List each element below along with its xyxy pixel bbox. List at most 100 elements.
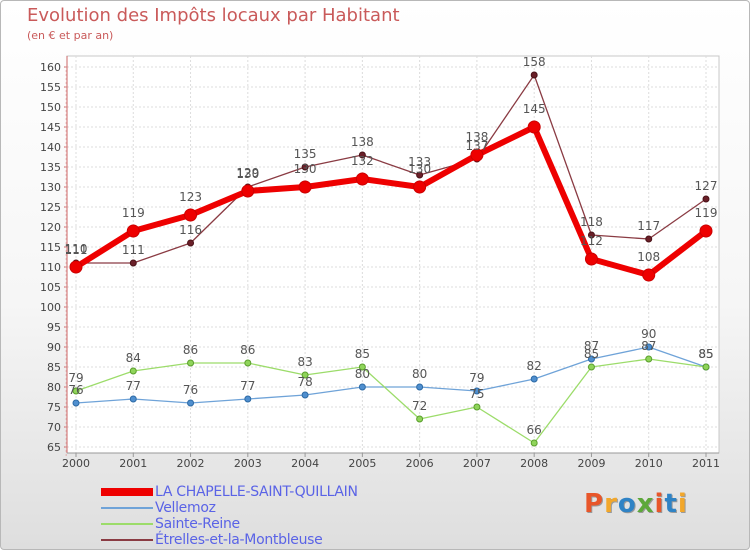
series-line <box>75 358 707 444</box>
data-label: 111 <box>65 243 88 257</box>
x-tick-label: 2002 <box>177 457 205 470</box>
data-label: 84 <box>126 351 141 365</box>
data-point <box>301 391 309 399</box>
legend-swatch <box>101 507 153 509</box>
data-point <box>587 355 595 363</box>
chart-title: Evolution des Impôts locaux par Habitant <box>27 5 400 26</box>
data-point <box>416 171 424 179</box>
data-label: 86 <box>183 343 198 357</box>
data-point <box>584 252 598 266</box>
data-label: 130 <box>294 162 317 176</box>
data-point <box>358 151 366 159</box>
data-label: 112 <box>580 234 603 248</box>
data-label: 90 <box>641 327 656 341</box>
y-tick-label: 70 <box>47 421 61 434</box>
logo-letter: i <box>677 489 688 519</box>
plot-area <box>66 55 720 454</box>
y-tick-label: 120 <box>40 221 61 234</box>
y-tick-label: 160 <box>40 61 61 74</box>
y-tick-label: 150 <box>40 101 61 114</box>
data-point <box>473 387 481 395</box>
y-tick-label: 100 <box>40 301 61 314</box>
y-tick-label: 90 <box>47 341 61 354</box>
data-label: 85 <box>698 347 713 361</box>
data-label: 87 <box>641 339 656 353</box>
data-point <box>527 120 541 134</box>
data-point <box>244 359 252 367</box>
data-label: 132 <box>351 154 374 168</box>
data-point <box>645 235 653 243</box>
y-tick-label: 75 <box>47 401 61 414</box>
data-point <box>530 375 538 383</box>
data-label: 79 <box>68 371 83 385</box>
legend-swatch <box>101 488 153 496</box>
data-label: 117 <box>637 219 660 233</box>
x-tick-label: 2003 <box>234 457 262 470</box>
data-label: 80 <box>412 367 427 381</box>
data-label: 80 <box>355 367 370 381</box>
data-label: 138 <box>351 135 374 149</box>
data-label: 145 <box>523 102 546 116</box>
x-tick-label: 2000 <box>62 457 90 470</box>
data-label: 123 <box>179 190 202 204</box>
data-point <box>645 355 653 363</box>
series-line <box>76 74 707 264</box>
data-point <box>184 208 198 222</box>
data-point <box>702 195 710 203</box>
data-point <box>129 367 137 375</box>
data-label: 135 <box>294 147 317 161</box>
data-label: 127 <box>695 179 718 193</box>
data-point <box>69 260 83 274</box>
data-label: 79 <box>469 371 484 385</box>
data-point <box>470 148 484 162</box>
data-point <box>699 224 713 238</box>
data-label: 72 <box>412 399 427 413</box>
data-label: 137 <box>465 139 488 153</box>
data-label: 77 <box>126 379 141 393</box>
y-tick-label: 85 <box>47 361 61 374</box>
data-label: 130 <box>236 167 259 181</box>
data-label: 133 <box>408 155 431 169</box>
data-label: 66 <box>527 423 542 437</box>
proxiti-logo: Proxiti <box>584 489 688 519</box>
data-point <box>530 71 538 79</box>
data-point <box>298 180 312 194</box>
logo-letter: o <box>617 489 637 519</box>
data-point <box>355 172 369 186</box>
y-tick-label: 80 <box>47 381 61 394</box>
data-point <box>473 403 481 411</box>
data-label: 138 <box>465 130 488 144</box>
data-point <box>126 224 140 238</box>
data-label: 83 <box>297 355 312 369</box>
data-label: 111 <box>122 243 145 257</box>
x-tick-label: 2005 <box>348 457 376 470</box>
logo-letter: P <box>584 489 605 519</box>
x-tick-label: 2011 <box>692 457 720 470</box>
data-point <box>416 383 424 391</box>
x-tick-label: 2001 <box>119 457 147 470</box>
y-tick-label: 140 <box>40 141 61 154</box>
data-point <box>530 439 538 447</box>
data-point <box>645 343 653 351</box>
data-point <box>301 163 309 171</box>
logo-letter: i <box>654 489 665 519</box>
data-label: 110 <box>65 242 88 256</box>
data-point <box>358 363 366 371</box>
y-tick-label: 65 <box>47 441 61 454</box>
series-line <box>74 124 708 278</box>
logo-letter: x <box>636 489 655 519</box>
data-label: 119 <box>122 206 145 220</box>
legend-label: LA CHAPELLE-SAINT-QUILLAIN <box>155 484 358 500</box>
data-label: 82 <box>527 359 542 373</box>
y-tick-label: 95 <box>47 321 61 334</box>
y-tick-label: 115 <box>40 241 61 254</box>
data-point <box>187 359 195 367</box>
data-point <box>642 268 656 282</box>
x-tick-label: 2010 <box>635 457 663 470</box>
x-tick-label: 2004 <box>291 457 319 470</box>
data-point <box>72 399 80 407</box>
chart-subtitle: (en € et par an) <box>27 29 114 42</box>
data-label: 108 <box>637 250 660 264</box>
data-label: 85 <box>584 347 599 361</box>
